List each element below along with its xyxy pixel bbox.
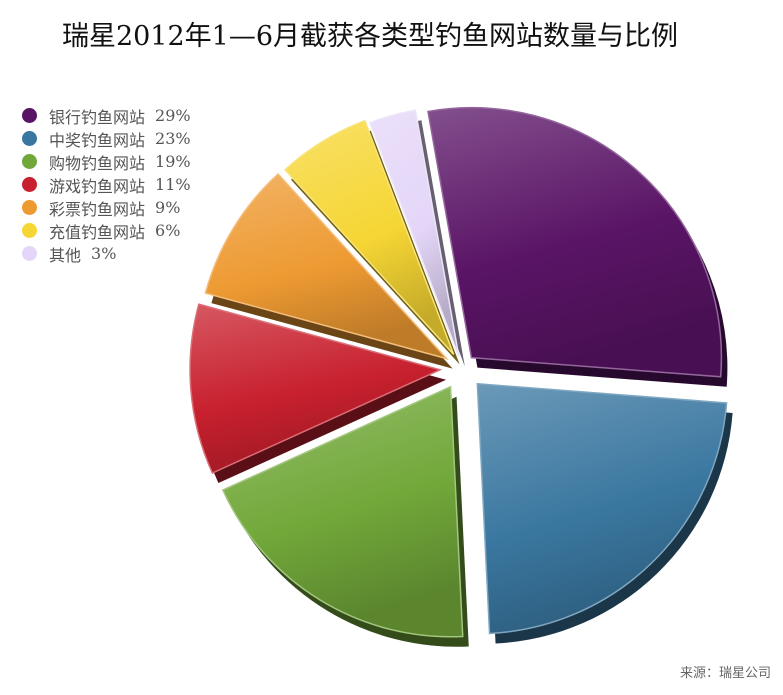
legend-label: 充值钓鱼网站: [49, 222, 146, 242]
legend-item: 银行钓鱼网站 29%: [22, 104, 191, 127]
pie-slice: [283, 119, 455, 355]
legend-item: 彩票钓鱼网站 9%: [22, 196, 191, 219]
legend-value: 19%: [155, 152, 191, 171]
legend-item: 其他 3%: [22, 242, 191, 265]
legend-marker: [22, 246, 37, 261]
legend-marker: [22, 200, 37, 215]
legend-value: 29%: [155, 106, 191, 125]
legend-value: 6%: [155, 221, 181, 240]
legend-item: 充值钓鱼网站 6%: [22, 219, 191, 242]
pie-slice: [221, 385, 464, 638]
legend-label: 游戏钓鱼网站: [49, 176, 146, 196]
legend-label: 银行钓鱼网站: [49, 107, 146, 127]
legend-item: 中奖钓鱼网站 23%: [22, 127, 191, 150]
pie-slice: [476, 382, 728, 635]
legend-marker: [22, 108, 37, 123]
legend: 银行钓鱼网站 29% 中奖钓鱼网站 23% 购物钓鱼网站 19% 游戏钓鱼网站 11% 彩票钓鱼…: [22, 104, 191, 265]
legend-label: 中奖钓鱼网站: [49, 130, 146, 150]
legend-value: 23%: [155, 129, 191, 148]
chart-title: 瑞星2012年1—6月截获各类型钓鱼网站数量与比例: [61, 21, 679, 52]
legend-marker: [22, 223, 37, 238]
pie-slice: [369, 109, 460, 357]
legend-value: 11%: [155, 175, 191, 194]
legend-label: 购物钓鱼网站: [49, 153, 146, 173]
legend-label: 其他: [49, 245, 82, 265]
source-note: 来源：瑞星公司: [679, 666, 771, 681]
legend-marker: [22, 177, 37, 192]
pie-slice: [427, 106, 723, 378]
legend-value: 9%: [155, 198, 181, 217]
legend-item: 游戏钓鱼网站 11%: [22, 173, 191, 196]
legend-marker: [22, 154, 37, 169]
legend-value: 3%: [91, 244, 117, 263]
pie-slice: [189, 303, 443, 475]
legend-label: 彩票钓鱼网站: [49, 199, 146, 219]
pie-slice: [204, 172, 449, 361]
legend-item: 购物钓鱼网站 19%: [22, 150, 191, 173]
legend-marker: [22, 131, 37, 146]
